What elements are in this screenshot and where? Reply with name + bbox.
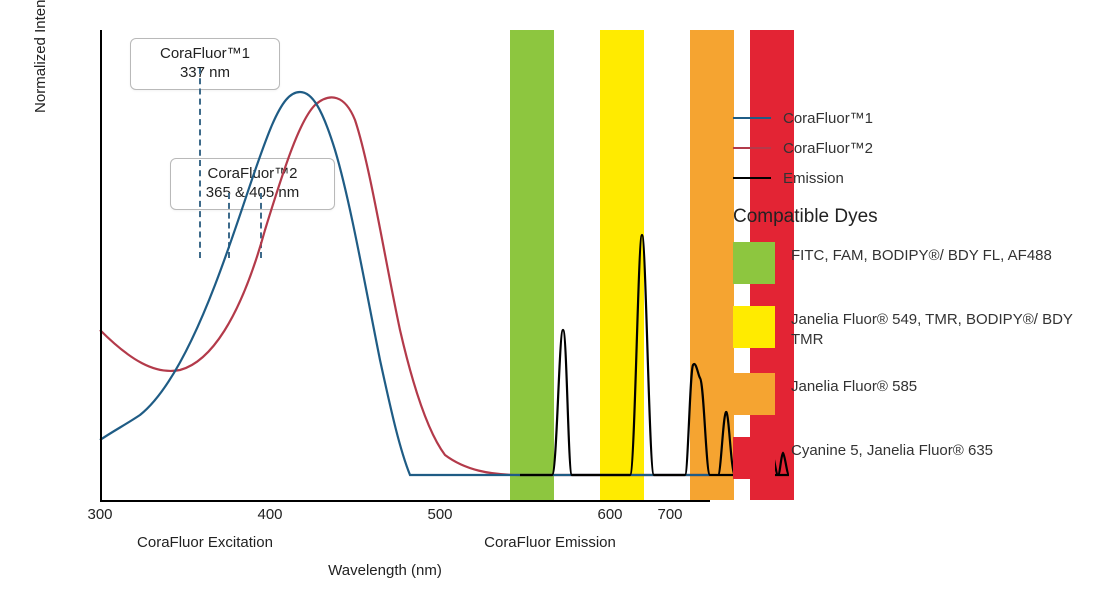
dye-row-cyanine5: Cyanine 5, Janelia Fluor® 635	[733, 437, 1093, 479]
fitc-swatch	[733, 242, 775, 284]
dye-row-janelia549: Janelia Fluor® 549, TMR, BODIPY®/ BDY TM…	[733, 306, 1093, 351]
janelia549-swatch	[733, 306, 775, 348]
fitc-text: FITC, FAM, BODIPY®/ BDY FL, AF488	[791, 242, 1052, 266]
cyanine5-text: Cyanine 5, Janelia Fluor® 635	[791, 437, 993, 461]
y-axis-line	[100, 30, 102, 500]
corafluor2-legend-text: CoraFluor™2	[783, 140, 873, 157]
dye-row-janelia585: Janelia Fluor® 585	[733, 373, 1093, 415]
legend-line-corafluor2: CoraFluor™2	[733, 138, 1093, 158]
janelia549-text: Janelia Fluor® 549, TMR, BODIPY®/ BDY TM…	[791, 306, 1093, 351]
corafluor1-legend-text: CoraFluor™1	[783, 110, 873, 127]
emission-legend-text: Emission	[783, 170, 844, 187]
corafluor1-line-swatch	[733, 117, 771, 119]
plot-area: Normalized Intensity 300 400 500 600 700…	[60, 30, 710, 500]
x-axis-line	[100, 500, 710, 502]
compatible-dyes-title: Compatible Dyes	[733, 206, 1093, 228]
emission-section-label: CoraFluor Emission	[440, 534, 660, 551]
emission-line-swatch	[733, 177, 771, 179]
chart-root: CoraFluor™1 337 nm CoraFluor™2 365 & 405…	[0, 0, 1110, 612]
y-axis-title: Normalized Intensity	[32, 0, 49, 160]
x-tick-600: 600	[597, 506, 622, 523]
x-tick-400: 400	[257, 506, 282, 523]
x-tick-700: 700	[657, 506, 682, 523]
corafluor1-curve[interactable]	[100, 92, 710, 475]
x-tick-500: 500	[427, 506, 452, 523]
dye-row-fitc: FITC, FAM, BODIPY®/ BDY FL, AF488	[733, 242, 1093, 284]
legend-panel: CoraFluor™1 CoraFluor™2 Emission Compati…	[733, 108, 1093, 501]
cyanine5-swatch	[733, 437, 775, 479]
wavelength-axis-title: Wavelength (nm)	[60, 562, 710, 579]
legend-line-corafluor1: CoraFluor™1	[733, 108, 1093, 128]
excitation-section-label: CoraFluor Excitation	[105, 534, 305, 551]
janelia585-text: Janelia Fluor® 585	[791, 373, 917, 397]
x-tick-300: 300	[87, 506, 112, 523]
corafluor2-line-swatch	[733, 147, 771, 149]
legend-line-emission: Emission	[733, 168, 1093, 188]
curve-svg	[100, 30, 710, 500]
janelia585-swatch	[733, 373, 775, 415]
corafluor2-curve[interactable]	[100, 97, 710, 475]
